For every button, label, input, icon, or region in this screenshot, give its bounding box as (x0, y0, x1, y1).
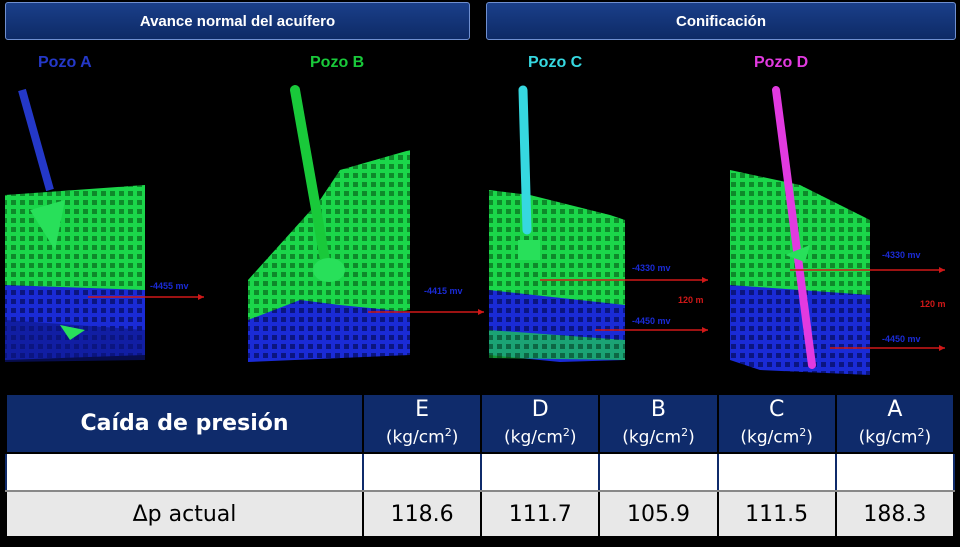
column-header: B (kg/cm2) (598, 393, 719, 454)
well-a-label: Pozo A (38, 54, 92, 71)
header-coning: Conificación (486, 2, 956, 40)
row-label: Δp actual (5, 490, 364, 538)
table-header-row: Caída de presión E (kg/cm2) D (kg/cm2) B (k… (5, 393, 956, 454)
wellbore-b (290, 85, 330, 265)
column-header: C (kg/cm2) (716, 393, 837, 454)
column-header: A (kg/cm2) (834, 393, 956, 454)
scene-well-b: -4415 mv (248, 85, 484, 362)
gap-d-label: 120 m (920, 299, 946, 309)
value-c: 111.5 (716, 490, 837, 538)
well-d-label: Pozo D (754, 54, 809, 71)
scene-well-d: -4330 mv -4450 mv 120 m (730, 86, 946, 375)
reservoir-mesh-a (5, 185, 145, 290)
depth-a-label: -4455 mv (150, 281, 189, 291)
gap-c-label: 120 m (678, 295, 704, 305)
header-normal-advance-label: Avance normal del acuífero (139, 12, 336, 30)
depth-d-top-label: -4330 mv (882, 250, 921, 260)
well-c-label: Pozo C (528, 54, 583, 71)
depth-b-label: -4415 mv (424, 286, 463, 296)
cone-c (518, 240, 540, 260)
value-b: 105.9 (598, 490, 719, 538)
wellbore-d (772, 86, 816, 369)
depth-d-bottom-label: -4450 mv (882, 334, 921, 344)
column-header: D (kg/cm2) (480, 393, 601, 454)
depth-c-top-label: -4330 mv (632, 263, 671, 273)
scene-well-c: -4330 mv -4450 mv 120 m (489, 85, 708, 362)
table-title-cell: Caída de presión (5, 393, 364, 454)
reservoir-mesh-d (730, 170, 870, 295)
table-row: Δp actual 118.6 111.7 105.9 111.5 188.3 (5, 490, 956, 538)
table-title: Caída de presión (80, 410, 289, 436)
cone-a-bottom (60, 325, 85, 340)
reservoir-scenes: -4455 mv -4415 mv -4330 mv -4450 mv 120 … (5, 85, 946, 375)
wellbore-a (18, 88, 54, 192)
scene-well-a: -4455 mv (5, 88, 204, 362)
header-normal-advance: Avance normal del acuífero (5, 2, 470, 40)
aquifer-b (248, 300, 410, 362)
aquifer-a-lower (5, 320, 145, 362)
well-b-label: Pozo B (310, 54, 365, 71)
table-blank-row (5, 451, 956, 493)
pressure-drop-table: Caída de presión E (kg/cm2) D (kg/cm2) B (k… (5, 393, 956, 538)
cone-a (30, 200, 65, 250)
depth-c-bottom-label: -4450 mv (632, 316, 671, 326)
header-coning-label: Conificación (675, 12, 766, 30)
cone-d (785, 245, 810, 262)
cone-b (313, 258, 345, 282)
value-a: 188.3 (834, 490, 956, 538)
aquifer-d (730, 285, 870, 375)
reservoir-mesh-c (489, 190, 625, 310)
column-header: E (kg/cm2) (361, 393, 483, 454)
value-e: 118.6 (361, 490, 483, 538)
reservoir-mesh-b (248, 150, 410, 330)
wellbore-c (518, 85, 532, 235)
value-d: 111.7 (480, 490, 601, 538)
